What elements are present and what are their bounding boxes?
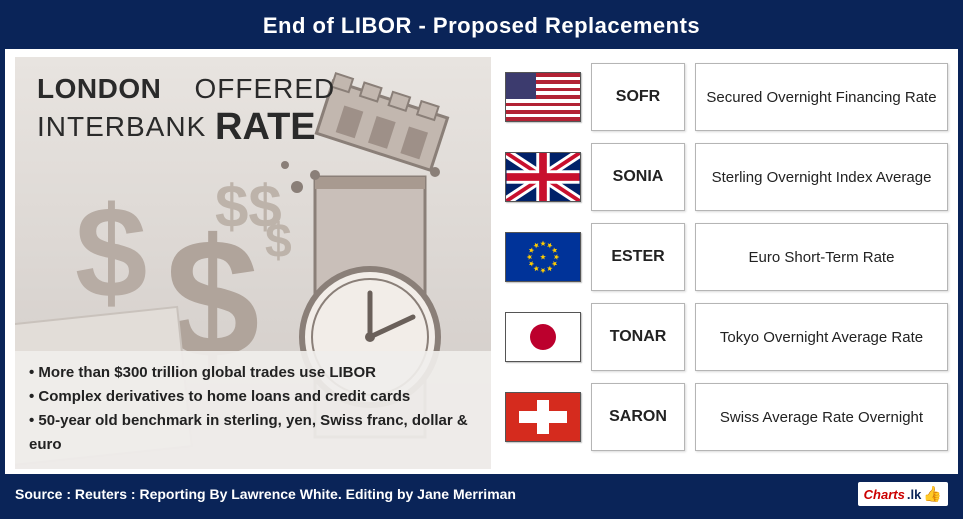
logo-text-lk: .lk: [907, 487, 921, 502]
rate-description: Secured Overnight Financing Rate: [695, 63, 948, 131]
source-attribution: Source : Reuters : Reporting By Lawrence…: [15, 486, 516, 502]
heading-word: INTERBANK: [37, 111, 206, 142]
flag-jp-icon: [505, 312, 581, 362]
rate-code: SOFR: [591, 63, 685, 131]
page-title: End of LIBOR - Proposed Replacements: [5, 5, 958, 49]
rate-description: Euro Short-Term Rate: [695, 223, 948, 291]
flag-us-icon: [505, 72, 581, 122]
rate-row-us: SOFR Secured Overnight Financing Rate: [505, 63, 948, 131]
infographic-frame: End of LIBOR - Proposed Replacements: [0, 0, 963, 519]
svg-text:$: $: [265, 215, 292, 268]
footer: Source : Reuters : Reporting By Lawrence…: [5, 474, 958, 514]
charts-lk-logo: Charts.lk 👍: [858, 482, 948, 506]
fact-text: Complex derivatives to home loans and cr…: [38, 388, 410, 405]
heading-word: RATE: [215, 106, 316, 148]
rate-description: Tokyo Overnight Average Rate: [695, 303, 948, 371]
fact-bullet: • 50-year old benchmark in sterling, yen…: [29, 409, 477, 457]
svg-text:$: $: [75, 179, 147, 325]
rate-row-uk: SONIA Sterling Overnight Index Average: [505, 143, 948, 211]
heading-word: LONDON: [37, 73, 161, 104]
thumbs-up-icon: 👍: [923, 485, 942, 503]
rate-code: SARON: [591, 383, 685, 451]
replacements-list: SOFR Secured Overnight Financing Rate SO…: [505, 57, 948, 470]
main-content: $ $ $$ $ LONDON OFFERED INTERBANK RATE •…: [5, 49, 958, 474]
fact-text: 50-year old benchmark in sterling, yen, …: [29, 412, 468, 453]
rate-code: ESTER: [591, 223, 685, 291]
fact-text: More than $300 trillion global trades us…: [38, 364, 376, 381]
rate-row-eu: ESTER Euro Short-Term Rate: [505, 223, 948, 291]
rate-description: Sterling Overnight Index Average: [695, 143, 948, 211]
flag-uk-icon: [505, 152, 581, 202]
rate-row-jp: TONAR Tokyo Overnight Average Rate: [505, 303, 948, 371]
libor-heading: LONDON OFFERED INTERBANK RATE: [37, 75, 335, 143]
libor-facts-box: • More than $300 trillion global trades …: [15, 351, 491, 469]
logo-text-charts: Charts: [864, 487, 905, 502]
fact-bullet: • Complex derivatives to home loans and …: [29, 385, 477, 409]
flag-eu-icon: [505, 232, 581, 282]
libor-illustration-panel: $ $ $$ $ LONDON OFFERED INTERBANK RATE •…: [15, 57, 491, 469]
rate-code: SONIA: [591, 143, 685, 211]
fact-bullet: • More than $300 trillion global trades …: [29, 361, 477, 385]
heading-word: OFFERED: [194, 73, 335, 104]
rate-description: Swiss Average Rate Overnight: [695, 383, 948, 451]
rate-code: TONAR: [591, 303, 685, 371]
flag-ch-icon: [505, 392, 581, 442]
rate-row-ch: SARON Swiss Average Rate Overnight: [505, 383, 948, 451]
